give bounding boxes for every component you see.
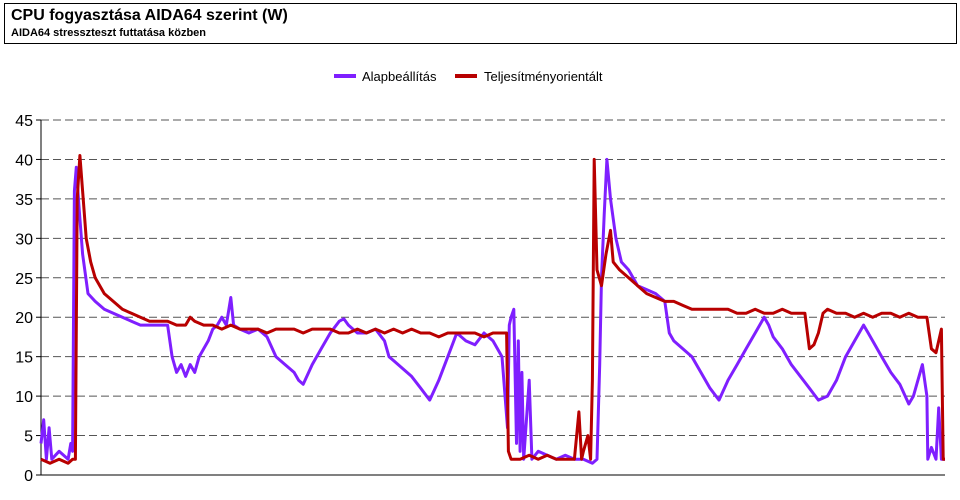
chart-title: CPU fogyasztása AIDA64 szerint (W) — [11, 7, 288, 24]
chart-subtitle: AIDA64 stresszteszt futtatása közben — [11, 27, 207, 39]
y-tick-label: 0 — [24, 468, 33, 485]
y-tick-label: 10 — [15, 389, 33, 406]
y-tick-label: 30 — [15, 231, 33, 248]
series-line-2 — [40, 154, 945, 465]
legend-label: Alapbeállítás — [362, 69, 437, 84]
y-tick-label: 5 — [24, 429, 33, 446]
y-tick-label: 45 — [15, 113, 33, 130]
legend: Alapbeállítás Teljesítményorientált — [334, 69, 603, 84]
y-tick-label: 25 — [15, 271, 33, 288]
y-tick-label: 35 — [15, 192, 33, 209]
y-tick-label: 20 — [15, 310, 33, 327]
series-line-1 — [39, 157, 945, 465]
y-tick-label: 15 — [15, 350, 33, 367]
legend-label: Teljesítményorientált — [484, 69, 603, 84]
y-tick-label: 40 — [15, 152, 33, 169]
y-axis-ticks: 0 5 10 15 20 25 30 35 40 45 — [15, 113, 41, 485]
series-lines — [39, 154, 945, 465]
axes — [40, 120, 945, 476]
chart-title-box: CPU fogyasztása AIDA64 szerint (W) AIDA6… — [4, 3, 957, 44]
